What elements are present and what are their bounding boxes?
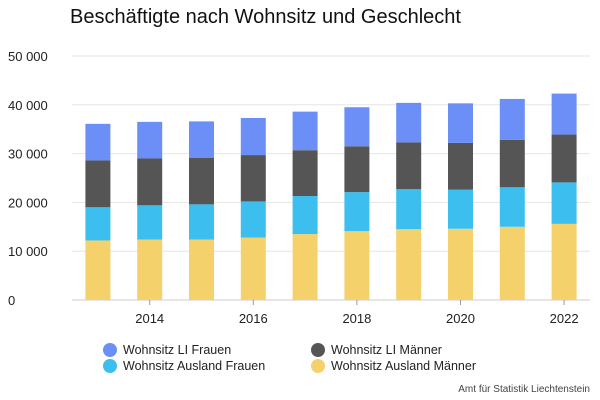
bar-segment (499, 98, 525, 140)
bar-segment (240, 237, 266, 300)
x-tick-label: 2020 (446, 311, 475, 326)
y-tick-label: 50 000 (8, 49, 48, 64)
legend-label-li-frauen: Wohnsitz LI Frauen (123, 343, 232, 357)
bar-segment (292, 150, 318, 197)
bar-segment (396, 142, 422, 190)
bar-segment (344, 107, 370, 147)
bar-segment (189, 157, 214, 205)
bar-segment (396, 229, 422, 300)
bar-segment (292, 234, 318, 300)
bar-segment (189, 239, 214, 300)
legend-swatch-ausland-maenner (311, 359, 325, 373)
legend-label-ausland-frauen: Wohnsitz Ausland Frauen (123, 359, 266, 373)
bar-segment (85, 123, 111, 161)
bar-segment (551, 182, 577, 224)
bar-segment (344, 146, 370, 193)
bar-segment (85, 240, 111, 300)
bar-segment (292, 111, 318, 151)
bar-segment (189, 121, 214, 158)
bar-segment (448, 189, 473, 229)
legend-swatch-li-frauen (103, 343, 117, 357)
legend-item-ausland-maenner[interactable]: Wohnsitz Ausland Männer (311, 359, 521, 373)
x-tick-label: 2018 (342, 311, 371, 326)
bar-segment (240, 155, 266, 202)
bar-segment (551, 134, 577, 183)
legend-item-li-frauen[interactable]: Wohnsitz LI Frauen (103, 343, 311, 357)
bar-segment (85, 160, 111, 208)
legend-label-ausland-maenner: Wohnsitz Ausland Männer (331, 359, 476, 373)
bar-segment (448, 142, 473, 190)
bar-segment (240, 201, 266, 238)
x-tick-label: 2014 (135, 311, 164, 326)
bar-segment (396, 102, 422, 143)
legend-swatch-li-maenner (311, 343, 325, 357)
bar-segment (344, 192, 370, 232)
bar-segment (292, 196, 318, 235)
legend-item-ausland-frauen[interactable]: Wohnsitz Ausland Frauen (103, 359, 311, 373)
source-credit: Amt für Statistik Liechtenstein (458, 384, 590, 395)
y-tick-label: 20 000 (8, 195, 48, 210)
bar-segment (344, 231, 370, 300)
bar-segment (85, 207, 111, 241)
legend-swatch-ausland-frauen (103, 359, 117, 373)
bar-segment (499, 226, 525, 300)
y-tick-label: 40 000 (8, 98, 48, 113)
bar-segment (448, 228, 473, 300)
bar-segment (137, 158, 163, 206)
bar-segment (137, 205, 163, 240)
bar-segment (551, 223, 577, 300)
bar-segment (551, 93, 577, 135)
legend: Wohnsitz LI Frauen Wohnsitz LI Männer Wo… (103, 343, 523, 373)
bar-segment (137, 121, 163, 159)
bar-segment (448, 103, 473, 143)
legend-item-li-maenner[interactable]: Wohnsitz LI Männer (311, 343, 521, 357)
x-tick-label: 2016 (239, 311, 268, 326)
bar-segment (240, 117, 266, 156)
bar-segment (137, 239, 163, 300)
y-tick-label: 30 000 (8, 147, 48, 162)
bar-segment (499, 139, 525, 188)
bar-segment (499, 187, 525, 227)
y-tick-label: 0 (8, 293, 15, 308)
legend-label-li-maenner: Wohnsitz LI Männer (331, 343, 442, 357)
x-tick-label: 2022 (550, 311, 579, 326)
chart-title: Beschäftigte nach Wohnsitz und Geschlech… (70, 6, 461, 28)
bar-segment (396, 189, 422, 230)
bar-segment (189, 204, 214, 240)
y-tick-label: 10 000 (8, 244, 48, 259)
